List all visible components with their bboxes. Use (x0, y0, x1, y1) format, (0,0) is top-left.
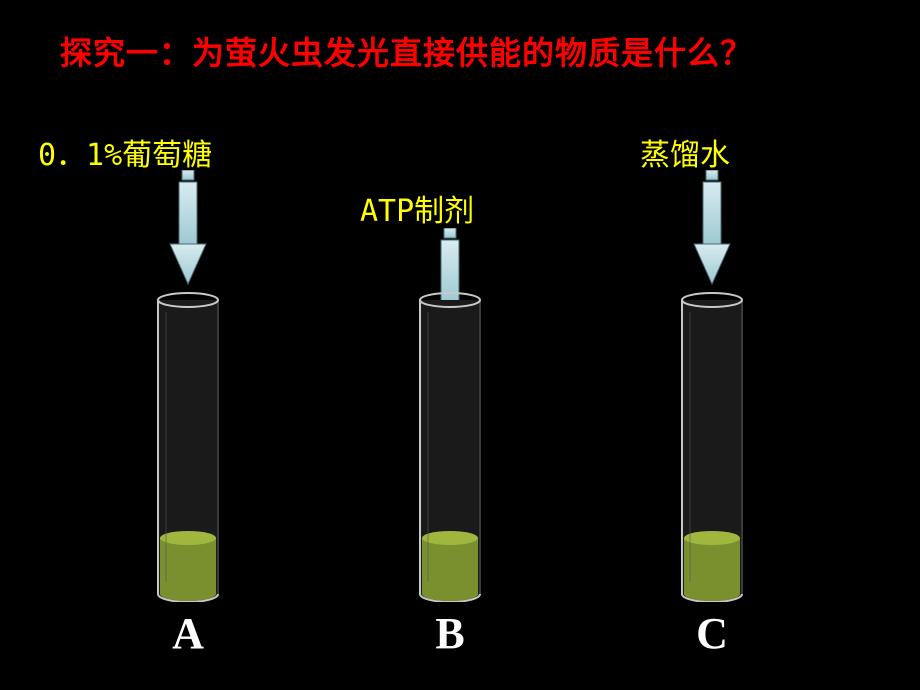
label-water: 蒸馏水 (640, 130, 730, 174)
tube-label-b: B (420, 608, 480, 659)
tube-c (680, 292, 744, 607)
tube-label-a: A (158, 608, 218, 659)
arrow-c (692, 170, 732, 286)
label-glucose: 0．1%葡萄糖 (38, 130, 212, 174)
tube-label-c: C (682, 608, 742, 659)
title-text: 探究一：为萤火虫发光直接供能的物质是什么？ (60, 28, 753, 74)
tube-a (156, 292, 220, 607)
arrow-a (168, 170, 208, 286)
label-atp: ATP制剂 (360, 186, 474, 230)
tube-b (418, 292, 482, 607)
